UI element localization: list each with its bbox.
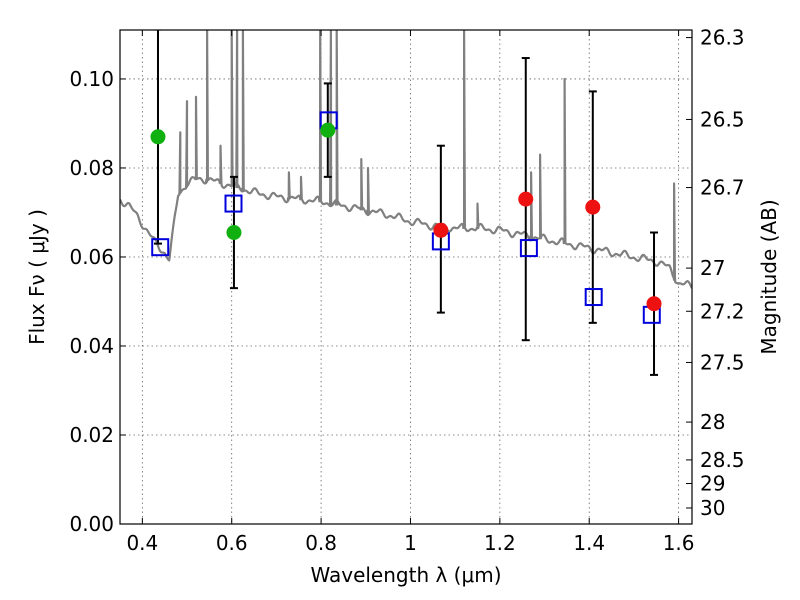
red-point [433,222,449,238]
x-tick-label: 1.6 [663,531,695,555]
green-point [226,224,242,240]
right-tick-label: 27.2 [700,299,745,323]
grid [120,30,692,525]
red-point [646,296,662,312]
green-point [320,122,336,138]
x-axis-label: Wavelength λ (μm) [310,563,501,587]
model-square [584,288,603,307]
y-tick-label: 0.00 [69,512,114,536]
right-tick-label: 27.5 [700,350,745,374]
red-point [518,191,534,207]
green-point [150,129,166,145]
right-tick-label: 30 [700,496,725,520]
model-square [224,194,243,213]
right-tick-label: 26.5 [700,107,745,131]
x-tick-label: 1.4 [573,531,605,555]
model-square [151,238,170,257]
x-tick-label: 1.2 [484,531,516,555]
error-bars [153,30,659,376]
right-axis-label: Magnitude (AB) [757,199,781,354]
y-tick-label: 0.10 [69,67,114,91]
y-tick-label: 0.04 [69,334,114,358]
right-tick-label: 29 [700,472,725,496]
y-tick-label: 0.08 [69,156,114,180]
sed-line [120,30,692,289]
x-tick-label: 0.6 [216,531,248,555]
right-tick-label: 26.7 [700,176,745,200]
data-markers [150,111,662,324]
x-tick-label: 1 [404,531,417,555]
y-axis-ticks: 0.00 0.02 0.04 0.06 0.08 0.10 [69,67,126,536]
x-axis-ticks: 0.4 0.6 0.8 1 1.2 1.4 1.6 [126,30,695,555]
model-square [519,239,538,258]
x-tick-label: 0.8 [305,531,337,555]
right-tick-label: 27 [700,256,725,280]
y-tick-label: 0.06 [69,245,114,269]
y-axis-label: Flux Fν ( μJy ) [25,209,49,345]
y-tick-label: 0.02 [69,423,114,447]
x-tick-label: 0.4 [126,531,158,555]
right-tick-label: 26.3 [700,26,745,50]
sed-spectrum [120,30,692,289]
right-tick-label: 28 [700,410,725,434]
right-tick-label: 28.5 [700,448,745,472]
plot-frame [119,29,693,525]
red-point [585,199,601,215]
